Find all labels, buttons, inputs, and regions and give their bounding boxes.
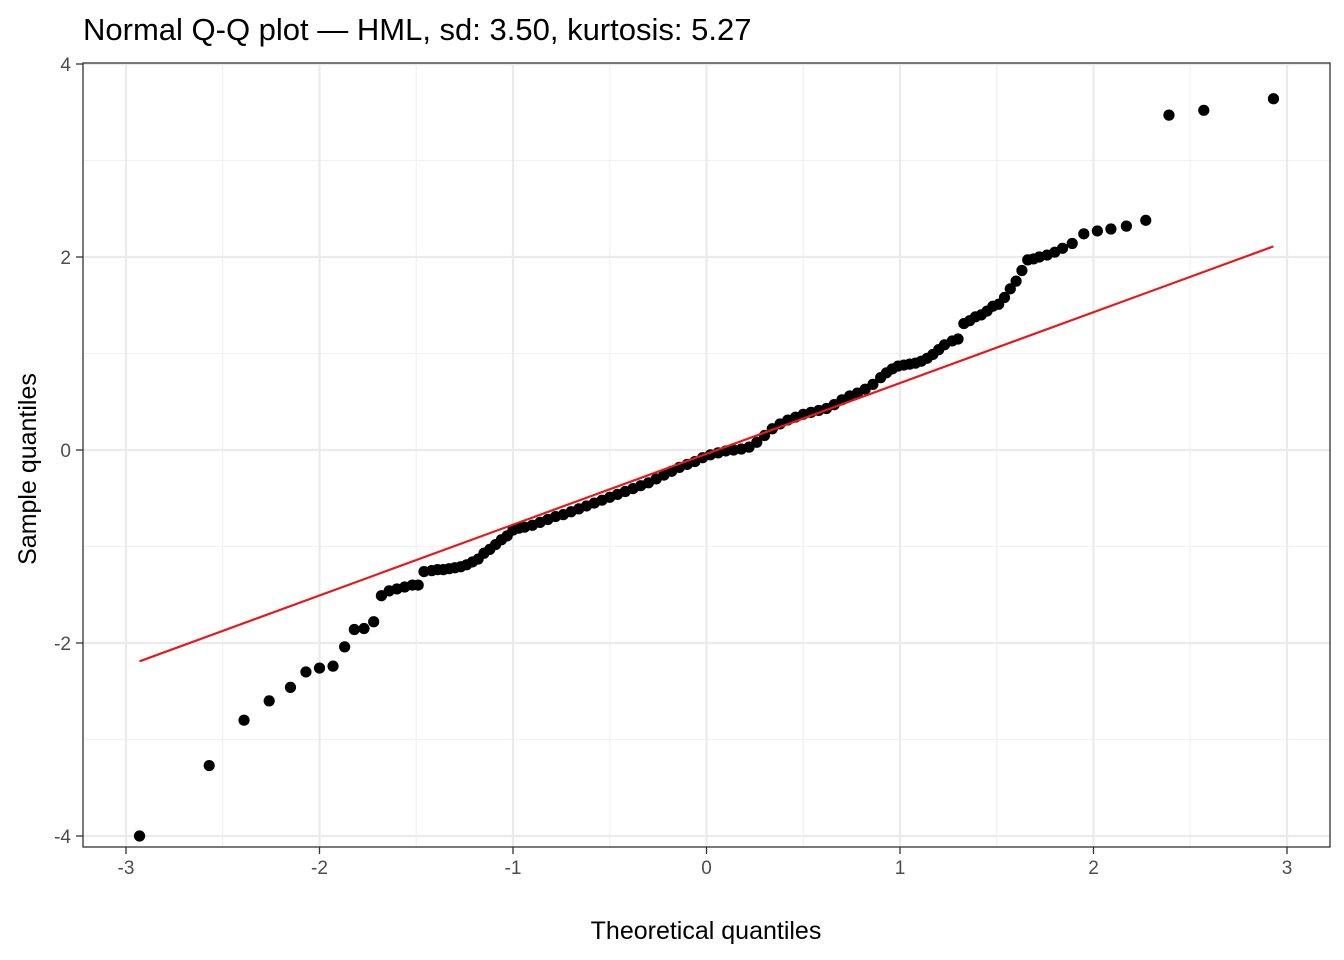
data-point [1140,214,1152,226]
x-tick-label: -2 [311,858,328,879]
x-tick-label: 1 [895,858,906,879]
data-point [1066,237,1078,250]
y-tick-label: -4 [54,827,71,848]
data-point [284,681,297,693]
data-point [238,714,250,726]
data-point [263,695,275,707]
data-point [368,616,380,628]
reference-line [139,245,1274,663]
y-axis: -4 -2 0 2 4 [54,55,83,848]
data-point [1056,242,1069,254]
data-point [751,436,763,448]
data-point [327,660,339,672]
data-point [1004,283,1016,295]
data-point [1010,275,1022,287]
chart-title: Normal Q-Q plot — HML, sd: 3.50, kurtosi… [83,12,751,47]
data-point [1078,228,1090,240]
data-point [300,666,312,678]
x-tick-label: 3 [1282,858,1293,879]
y-tick-label: -2 [54,634,71,655]
y-tick-label: 2 [60,248,71,269]
x-axis: -3 -2 -1 0 1 2 3 [118,847,1293,879]
y-tick-label: 0 [60,441,71,462]
data-point [1091,225,1103,237]
data-point [412,579,424,591]
x-tick-label: -3 [118,858,135,879]
data-point [313,662,326,674]
data-point [1267,93,1280,105]
y-axis-title: Sample quantiles [14,373,42,565]
data-point [358,622,370,635]
data-point [133,830,146,842]
x-tick-label: 2 [1088,858,1099,879]
x-tick-label: 0 [701,858,712,879]
data-point [1016,264,1028,277]
data-point [348,623,360,636]
y-tick-label: 4 [60,55,71,76]
x-tick-label: -1 [505,858,522,879]
data-point [1198,104,1210,116]
data-point [203,759,215,772]
data-point [339,641,351,653]
data-point [867,378,879,390]
x-axis-title: Theoretical quantiles [591,917,822,945]
data-point [1105,223,1117,235]
data-point [952,333,964,345]
data-point [998,291,1011,304]
data-point [1163,109,1175,121]
data-point [1120,220,1132,232]
